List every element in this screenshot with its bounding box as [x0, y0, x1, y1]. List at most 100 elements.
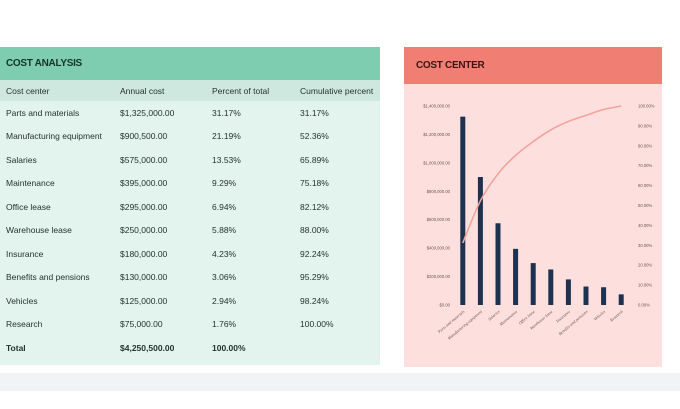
y-right-tick-label: 10.00%	[638, 283, 652, 288]
y-right-tick-label: 30.00%	[638, 243, 652, 248]
bar-warehouse-lease	[548, 269, 554, 305]
y-right-tick-label: 50.00%	[638, 203, 652, 208]
y-left-tick-label: $400,000.00	[427, 246, 451, 251]
y-right-tick-label: 0.00%	[638, 303, 650, 308]
table-row: Salaries $575,000.00 13.53% 65.89%	[0, 148, 380, 172]
bottom-strip	[0, 373, 680, 391]
table-row: Insurance $180,000.00 4.23% 92.24%	[0, 242, 380, 266]
x-category-label: Salaries	[487, 309, 501, 322]
cell-percent-of-total: 3.06%	[212, 272, 237, 283]
y-left-tick-label: $600,000.00	[427, 217, 451, 222]
cell-percent-of-total: 4.23%	[212, 248, 237, 259]
cell-cost-center: Insurance	[6, 248, 44, 259]
cell-cumulative-percent: 52.36%	[300, 131, 329, 142]
cell-percent-of-total: 9.29%	[212, 178, 237, 189]
cost-center-title: COST CENTER	[404, 47, 662, 84]
bar-benefits-and-pensions	[583, 286, 589, 305]
column-header-percent-of-total: Percent of total	[206, 80, 294, 101]
column-header-cumulative-percent: Cumulative percent	[294, 80, 380, 101]
y-right-tick-label: 80.00%	[638, 143, 652, 148]
pareto-chart: $0.00 $200,000.00 $400,000.00 $600,000.00 $8…	[423, 104, 655, 342]
y-left-tick-label: $800,000.00	[427, 189, 451, 194]
table-row: Benefits and pensions $130,000.00 3.06% 95.…	[0, 266, 380, 290]
cell-cost-center: Parts and materials	[6, 107, 80, 118]
total-annual-cost: $4,250,500.00	[114, 336, 206, 360]
cell-annual-cost: $125,000.00	[120, 295, 168, 306]
y-left-tick-label: $1,000,000.00	[423, 160, 450, 165]
cell-cumulative-percent: 31.17%	[300, 107, 329, 118]
cell-annual-cost: $295,000.00	[120, 201, 168, 212]
cell-annual-cost: $575,000.00	[120, 154, 168, 165]
cell-cost-center: Research	[6, 319, 43, 330]
cell-percent-of-total: 21.19%	[212, 131, 241, 142]
cell-cumulative-percent: 100.00%	[300, 319, 334, 330]
cell-cumulative-percent: 88.00%	[300, 225, 329, 236]
cumulative-percent-line	[462, 105, 622, 244]
y-left-tick-label: $200,000.00	[427, 274, 451, 279]
cell-annual-cost: $180,000.00	[120, 248, 168, 259]
x-category-label: Vehicles	[593, 309, 607, 322]
bar-insurance	[565, 279, 571, 305]
cost-analysis-panel: COST ANALYSIS Cost center Annual cost Pe…	[0, 47, 380, 365]
table-row: Warehouse lease $250,000.00 5.88% 88.00%	[0, 219, 380, 243]
cell-cost-center: Office lease	[6, 201, 51, 212]
column-header-cost-center: Cost center	[0, 80, 114, 101]
bar-manufacturing-equipment	[477, 177, 483, 305]
cell-cost-center: Vehicles	[6, 295, 38, 306]
table-row: Office lease $295,000.00 6.94% 82.12%	[0, 195, 380, 219]
y-right-tick-label: 40.00%	[638, 223, 652, 228]
cell-annual-cost: $1,325,000.00	[120, 107, 175, 118]
table-row: Maintenance $395,000.00 9.29% 75.18%	[0, 172, 380, 196]
cell-percent-of-total: 2.94%	[212, 295, 237, 306]
cell-percent-of-total: 6.94%	[212, 201, 237, 212]
cell-annual-cost: $75,000.00	[120, 319, 163, 330]
cost-analysis-table: Cost center Annual cost Percent of total…	[0, 80, 380, 360]
cell-annual-cost: $900,500.00	[120, 131, 168, 142]
cell-cost-center: Salaries	[6, 154, 37, 165]
cell-percent-of-total: 13.53%	[212, 154, 241, 165]
x-category-label: Research	[608, 309, 624, 323]
cell-percent-of-total: 5.88%	[212, 225, 237, 236]
y-left-tick-label: $1,400,000.00	[423, 104, 450, 109]
cell-percent-of-total: 1.76%	[212, 319, 237, 330]
table-header-row: Cost center Annual cost Percent of total…	[0, 80, 380, 101]
cell-annual-cost: $130,000.00	[120, 272, 168, 283]
cell-cumulative-percent: 82.12%	[300, 201, 329, 212]
cell-cost-center: Benefits and pensions	[6, 272, 90, 283]
bar-maintenance	[513, 248, 519, 305]
y-right-tick-label: 100.00%	[638, 104, 655, 109]
cell-cumulative-percent: 65.89%	[300, 154, 329, 165]
total-percent: 100.00%	[206, 336, 294, 360]
total-label: Total	[0, 336, 114, 360]
y-right-tick-label: 20.00%	[638, 263, 652, 268]
cell-percent-of-total: 31.17%	[212, 107, 241, 118]
cell-cost-center: Maintenance	[6, 178, 55, 189]
cost-center-panel: COST CENTER $0.00 $200,000.00 $400,000.00 $…	[404, 47, 662, 367]
y-left-tick-label: $1,200,000.00	[423, 132, 450, 137]
cell-cumulative-percent: 95.29%	[300, 272, 329, 283]
cell-annual-cost: $250,000.00	[120, 225, 168, 236]
cell-cumulative-percent: 75.18%	[300, 178, 329, 189]
bar-vehicles	[601, 287, 607, 305]
cost-analysis-title: COST ANALYSIS	[0, 47, 380, 80]
y-right-tick-label: 60.00%	[638, 183, 652, 188]
bar-parts-and-materials	[460, 116, 466, 306]
bar-research	[618, 294, 624, 305]
bar-salaries	[495, 223, 501, 305]
table-row: Manufacturing equipment $900,500.00 21.19%…	[0, 125, 380, 149]
y-right-tick-label: 90.00%	[638, 123, 652, 128]
total-cumulative	[294, 336, 380, 360]
cell-cumulative-percent: 98.24%	[300, 295, 329, 306]
cell-cumulative-percent: 92.24%	[300, 248, 329, 259]
column-header-annual-cost: Annual cost	[114, 80, 206, 101]
x-category-label: Maintenance	[498, 309, 519, 328]
total-row: Total $4,250,500.00 100.00%	[0, 336, 380, 360]
cell-cost-center: Warehouse lease	[6, 225, 72, 236]
bar-office-lease	[530, 263, 536, 305]
cell-annual-cost: $395,000.00	[120, 178, 168, 189]
table-row: Research $75,000.00 1.76% 100.00%	[0, 313, 380, 337]
cell-cost-center: Manufacturing equipment	[6, 131, 102, 142]
y-right-tick-label: 70.00%	[638, 163, 652, 168]
y-left-tick-label: $0.00	[440, 303, 451, 308]
table-row: Vehicles $125,000.00 2.94% 98.24%	[0, 289, 380, 313]
